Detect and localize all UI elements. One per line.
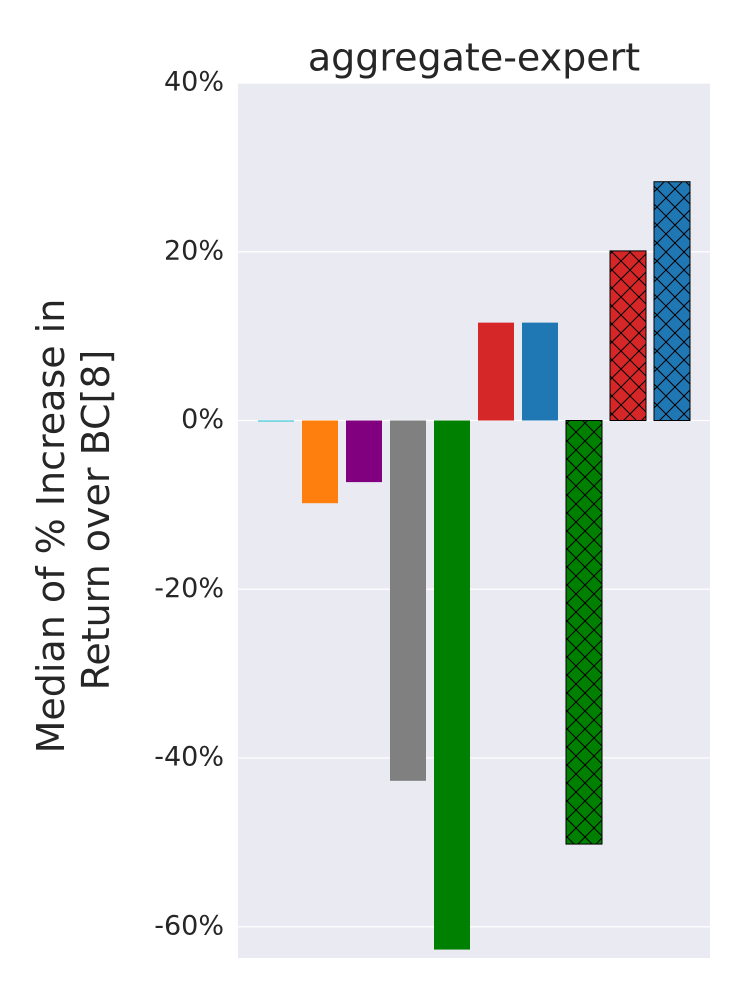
bar (478, 322, 514, 421)
y-tick-label: 0% (181, 404, 224, 435)
y-axis-label: Median of % Increase in Return over BC[8… (29, 287, 118, 754)
y-tick-label: 40% (164, 67, 224, 98)
y-axis-label-line: Return over BC[8] (74, 350, 118, 691)
bar (258, 420, 294, 422)
plot-area (238, 83, 710, 958)
bar (346, 420, 382, 483)
y-tick-label: -40% (154, 742, 224, 773)
bar (302, 420, 338, 504)
bar-hatch (610, 250, 646, 421)
bar-hatch (566, 420, 602, 845)
bar-hatch (654, 181, 690, 421)
y-tick-label: -20% (154, 573, 224, 604)
bar (522, 322, 558, 421)
chart-title: aggregate-expert (308, 36, 640, 80)
bar (434, 420, 470, 950)
y-tick-label: -60% (154, 910, 224, 941)
bar (390, 420, 426, 781)
y-tick-label: 20% (164, 235, 224, 266)
y-axis-label-line: Median of % Increase in (29, 299, 73, 754)
